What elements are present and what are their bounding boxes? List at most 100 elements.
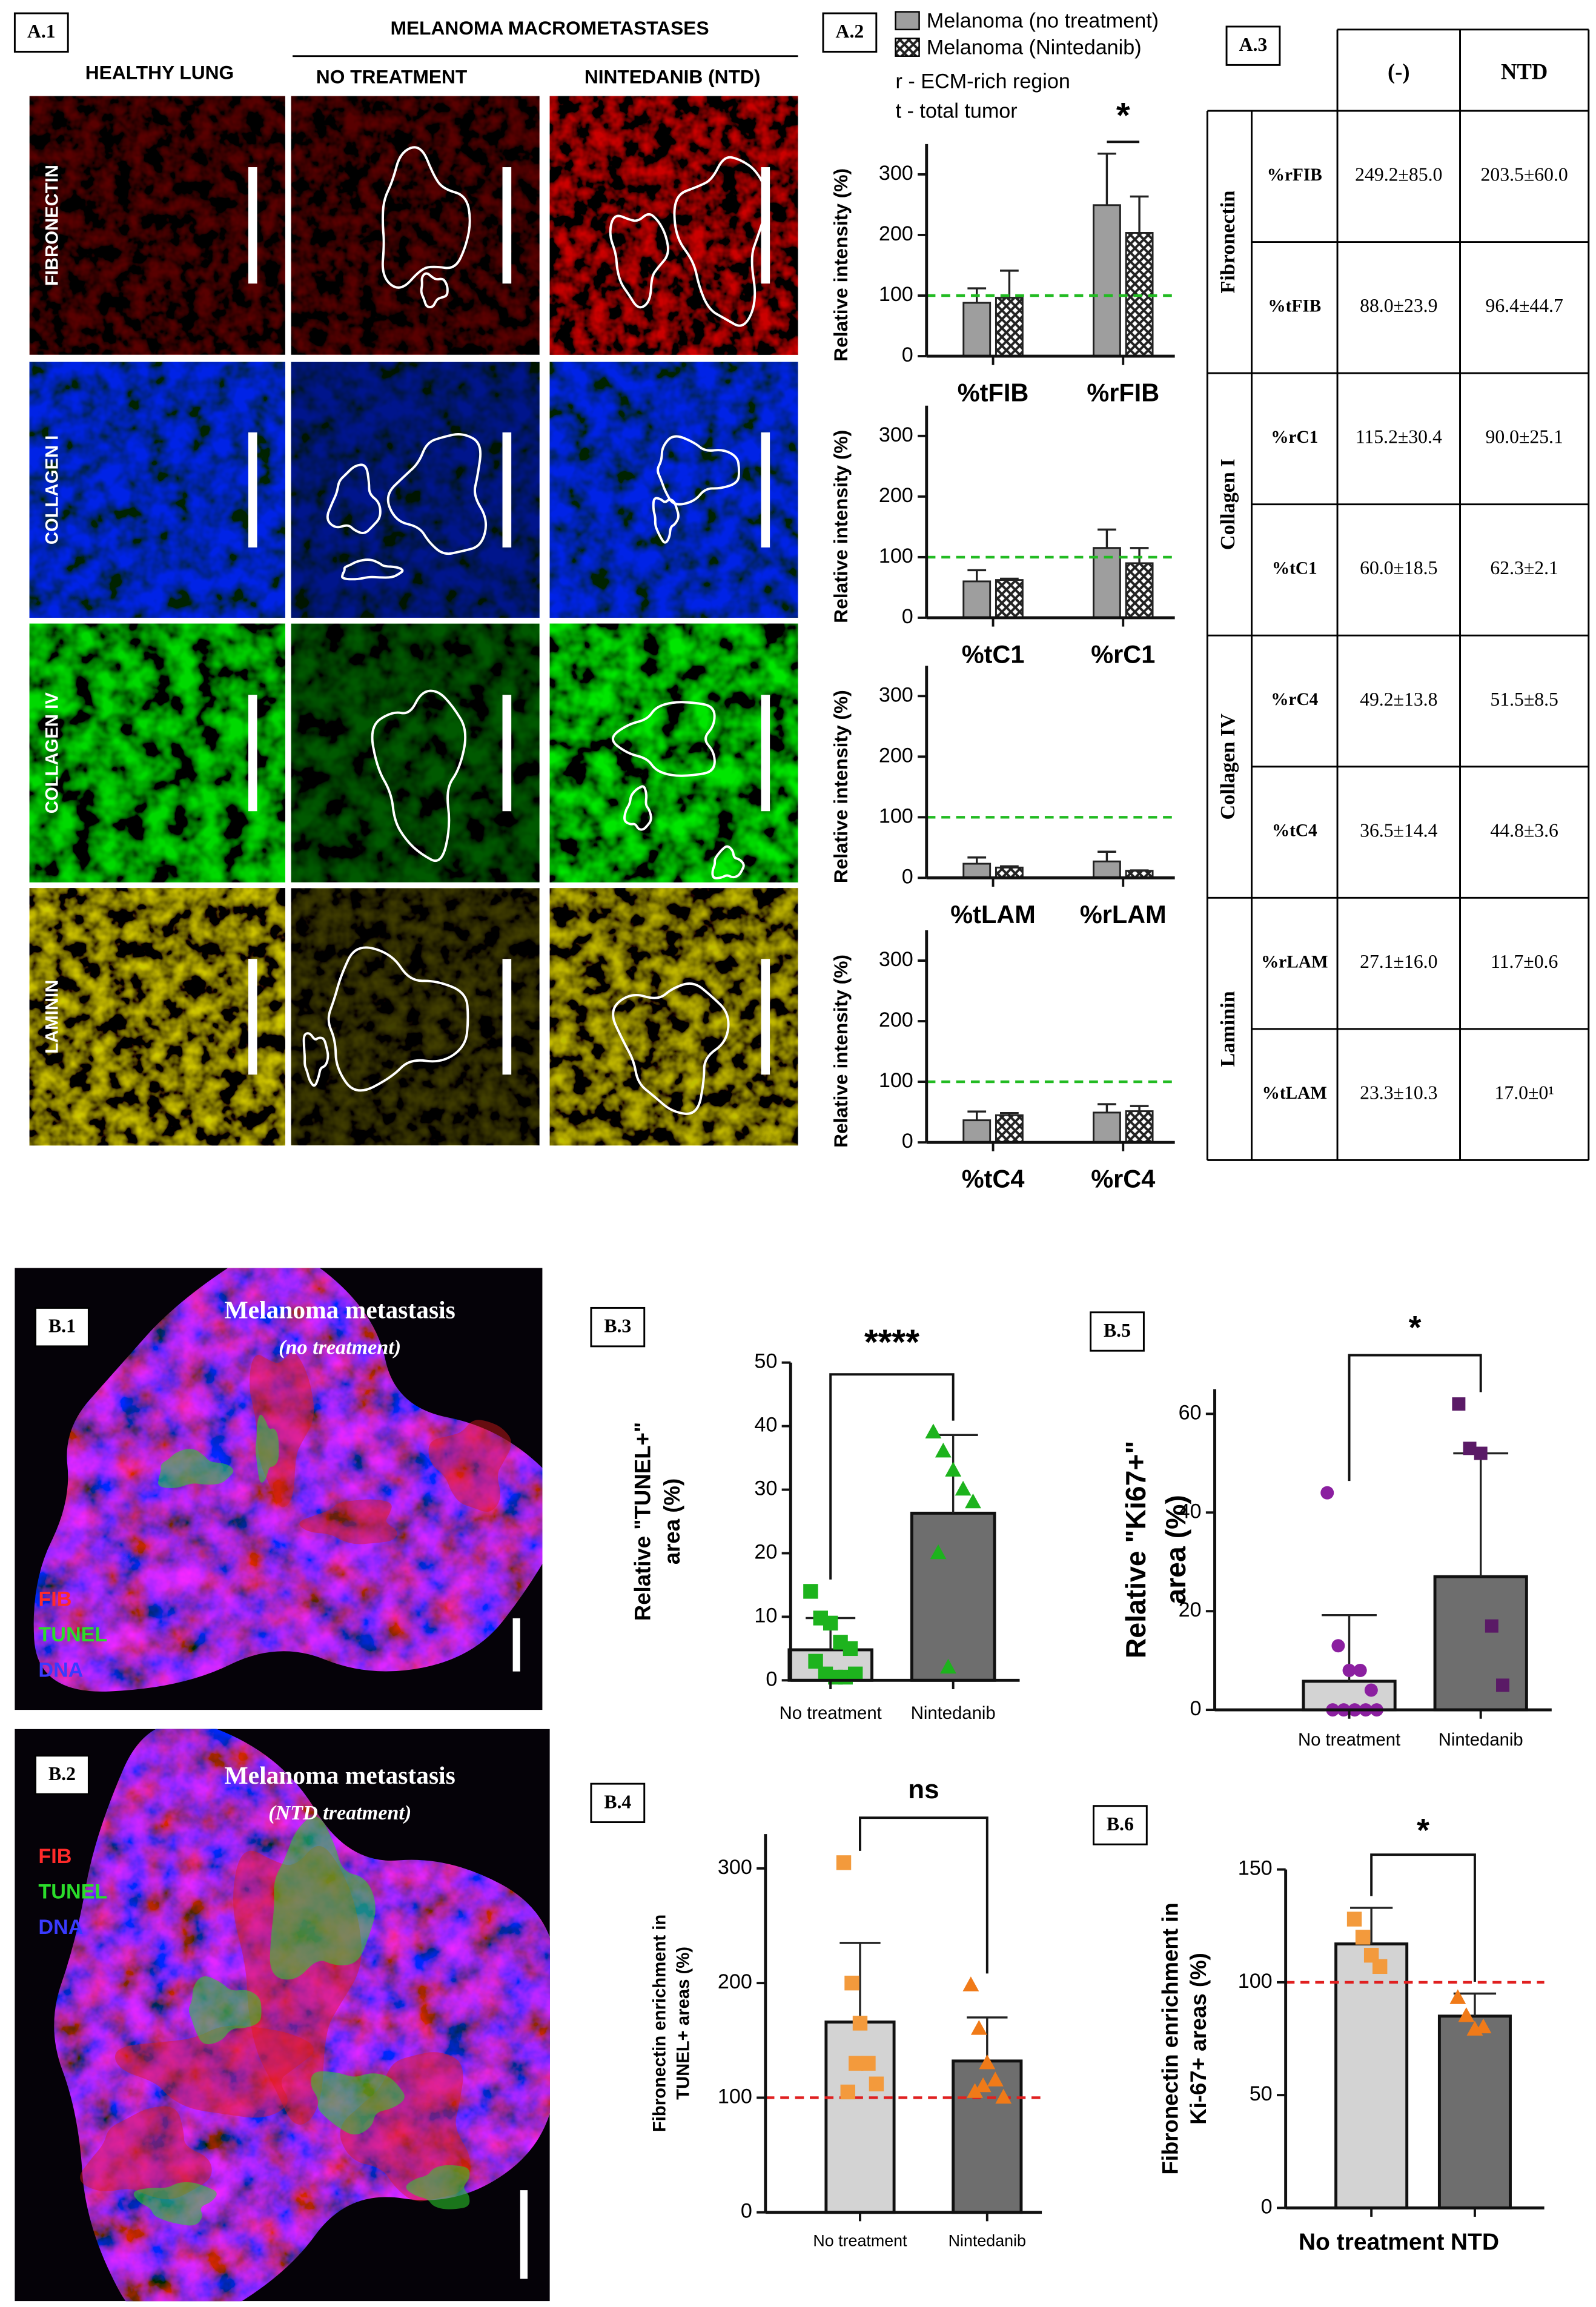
bar — [1334, 1942, 1409, 2209]
panel-label-box — [1225, 25, 1281, 66]
table-row-label: %rLAM — [1261, 952, 1328, 971]
stain-legend: FIB — [38, 1845, 71, 1868]
column-header: NO TREATMENT — [316, 66, 468, 88]
data-point — [970, 2020, 987, 2035]
table-row-label: %rFIB — [1267, 165, 1322, 185]
micrograph-texture — [29, 623, 285, 882]
micrograph-texture — [549, 362, 798, 618]
image-subtitle: (no treatment) — [279, 1337, 401, 1359]
table-row-label: %tFIB — [1268, 297, 1321, 316]
tissue-images: B.1 Melanoma metastasis (no treatment) FIB T… — [15, 1268, 550, 2302]
bar — [1092, 860, 1121, 879]
fib-signal — [340, 2052, 471, 2202]
roi-outline — [327, 946, 469, 1092]
row-label: COLLAGEN IV — [43, 692, 62, 813]
table-cell: 62.3±2.1 — [1490, 557, 1558, 578]
roi-outline — [609, 213, 669, 309]
significance-bracket — [1348, 1354, 1482, 1481]
significance-bracket — [829, 1373, 955, 1580]
data-point — [1463, 1441, 1477, 1455]
panel-label: B.5 — [1104, 1320, 1131, 1341]
table-cell: 88.0±23.9 — [1360, 295, 1437, 316]
table-cell: 51.5±8.5 — [1490, 689, 1558, 710]
data-point — [852, 2016, 868, 2031]
data-point — [979, 2054, 996, 2070]
y-tick-label: 50 — [754, 1350, 777, 1373]
scale-bar — [761, 167, 770, 284]
y-tick-label: 300 — [879, 683, 913, 706]
data-point — [1449, 1989, 1466, 2004]
panel-label-box — [35, 1306, 90, 1348]
tunel-signal — [255, 1414, 279, 1483]
fib-signal — [299, 1499, 397, 1544]
y-axis-label: Relative intensity (%) — [830, 168, 852, 362]
scale-bar — [502, 695, 512, 812]
table-cell: 203.5±60.0 — [1481, 164, 1568, 185]
legend-swatch — [895, 38, 920, 57]
table-group: Laminin — [1217, 991, 1239, 1067]
x-tick-label: %tC1 — [962, 640, 1025, 668]
panel-label: A.2 — [836, 21, 864, 42]
y-axis-label: Relative "TUNEL+" — [630, 1422, 655, 1621]
panel-label: B.2 — [48, 1763, 76, 1784]
y-tick-label: 300 — [879, 162, 913, 185]
panel-label: B.3 — [604, 1316, 631, 1337]
data-point — [1496, 1678, 1509, 1692]
data-point — [955, 1480, 972, 1496]
data-point — [803, 1584, 818, 1599]
stain-legend: FIB — [38, 1588, 71, 1611]
bar — [995, 1114, 1024, 1144]
table-cell: 11.7±0.6 — [1491, 951, 1558, 972]
x-tick-label: NTD — [1451, 2229, 1499, 2255]
table-cell: 23.3±10.3 — [1360, 1082, 1437, 1103]
y-axis-label: area (%) — [1160, 1495, 1191, 1604]
roi-outline — [381, 146, 471, 289]
significance-label: **** — [864, 1323, 919, 1362]
row-label: COLLAGEN I — [43, 435, 62, 544]
panel-label: B.6 — [1107, 1813, 1134, 1835]
data-point — [1331, 1639, 1345, 1653]
x-tick-label: No treatment — [813, 2232, 907, 2250]
x-tick-label: Nintedanib — [1439, 1730, 1523, 1750]
bar — [910, 1511, 996, 1682]
bar — [1433, 1575, 1528, 1712]
y-tick-label: 20 — [1179, 1598, 1202, 1621]
y-tick-label: 60 — [1179, 1401, 1202, 1424]
panel-label: B.1 — [48, 1316, 76, 1337]
panel-label-box — [13, 12, 69, 53]
y-axis-label: Fibronectin enrichment in — [650, 1915, 669, 2132]
data-point — [965, 1493, 981, 1509]
data-point — [869, 2076, 884, 2091]
table-group: Fibronectin — [1217, 191, 1239, 294]
micrograph-grid: FIBRONECTIN COLLAGEN I COLLAGEN IV LAMININ — [29, 96, 798, 1146]
image-title: Melanoma metastasis — [225, 1296, 455, 1323]
scale-bar — [502, 167, 512, 284]
x-tick-label: %tC4 — [962, 1165, 1025, 1193]
x-tick-label: %rFIB — [1087, 378, 1159, 406]
roi-outline — [302, 1032, 329, 1087]
stain-legend: TUNEL — [38, 1623, 107, 1646]
roi-outline — [657, 435, 741, 506]
table-header: (-) — [1388, 59, 1410, 84]
y-axis-label: Relative intensity (%) — [830, 430, 852, 623]
y-tick-label: 0 — [1190, 1697, 1202, 1720]
y-axis-label: Ki-67+ areas (%) — [1186, 1953, 1211, 2125]
data-point — [967, 2083, 984, 2098]
table-row-label: %tC4 — [1272, 821, 1317, 841]
y-axis-label: Relative "Ki67+" — [1120, 1441, 1151, 1659]
tunel-signal — [406, 2165, 470, 2209]
fib-signal — [428, 1420, 511, 1512]
data-point — [995, 2088, 1012, 2104]
y-tick-label: 0 — [902, 605, 913, 628]
panel-label: A.1 — [27, 21, 56, 42]
roi-outline — [711, 845, 745, 879]
y-tick-label: 200 — [718, 1970, 752, 1993]
legend-note: r - ECM-rich region — [896, 70, 1070, 93]
micrograph-texture — [549, 623, 798, 882]
table-row-label: %tLAM — [1262, 1084, 1327, 1103]
significance-label: * — [1116, 96, 1130, 136]
roi-outline — [612, 982, 730, 1115]
data-point — [808, 1653, 823, 1669]
roi-outline — [420, 272, 449, 309]
x-tick-label: %rC4 — [1091, 1165, 1155, 1193]
